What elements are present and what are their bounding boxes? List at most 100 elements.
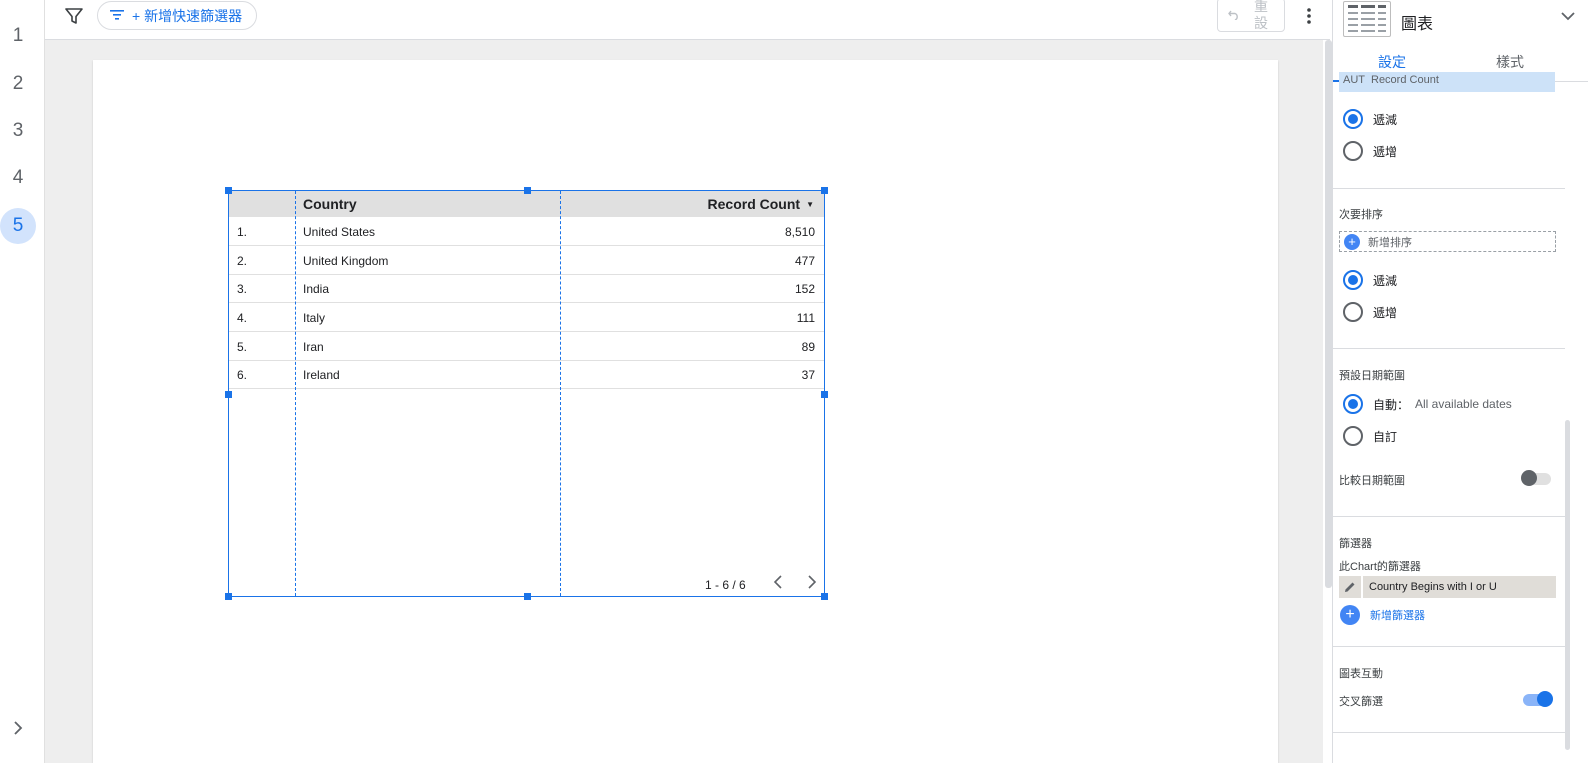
add-quick-filter-button[interactable]: + 新增快速篩選器 — [97, 1, 258, 30]
edit-icon[interactable] — [1339, 576, 1363, 598]
compare-date-range-label: 比較日期範圍 — [1339, 475, 1405, 487]
filters-label: 篩選器 — [1339, 538, 1372, 550]
table-pagination: 1 - 6 / 6 — [705, 575, 824, 594]
sort-metric-chip[interactable]: AUT Record Count — [1339, 72, 1555, 92]
chevron-down-icon[interactable] — [1561, 8, 1575, 26]
chart-filter-chip[interactable]: Country Begins with I or U — [1339, 576, 1556, 598]
section-divider — [1333, 348, 1565, 349]
metric-aggregation: AUT — [1343, 74, 1365, 86]
tab-style[interactable]: 樣式 — [1496, 54, 1524, 70]
chart-interaction-label: 圖表互動 — [1339, 668, 1383, 680]
date-range-custom-label: 自訂 — [1373, 429, 1398, 444]
table-row: 3. India 152 — [229, 274, 824, 303]
add-icon: + — [1344, 233, 1360, 250]
row-record-count: 37 — [801, 368, 815, 382]
filter-icon[interactable] — [62, 4, 86, 28]
table-row: 5. Iran 89 — [229, 332, 824, 361]
table-row: 6. Ireland 37 — [229, 360, 824, 389]
resize-handle[interactable] — [821, 391, 828, 398]
reset-button[interactable]: 重設 — [1217, 0, 1285, 32]
row-country: India — [303, 282, 330, 296]
resize-handle[interactable] — [225, 391, 232, 398]
report-toolbar: + 新增快速篩選器 重設 — [45, 0, 1330, 40]
compare-date-range-toggle[interactable] — [1521, 470, 1551, 486]
table-chart[interactable]: Country Record Count ▼ 1. United States … — [225, 187, 828, 600]
add-filter-button[interactable]: + 新增篩選器 — [1339, 604, 1425, 626]
resize-handle[interactable] — [225, 187, 232, 194]
resize-handle[interactable] — [524, 187, 531, 194]
table-chart-icon — [1343, 1, 1391, 37]
add-sort-button[interactable]: + 新增排序 — [1339, 231, 1556, 252]
page-3-button[interactable]: 3 — [12, 120, 24, 141]
row-record-count: 477 — [794, 254, 815, 268]
date-range-auto-option[interactable]: 自動： All available dates — [1343, 392, 1512, 416]
sort-ascending-option[interactable]: 遞增 — [1343, 139, 1397, 163]
panel-scrollbar[interactable] — [1565, 420, 1570, 750]
row-country: United Kingdom — [303, 254, 389, 268]
table-row: 2. United Kingdom 477 — [229, 246, 824, 275]
row-index: 3. — [237, 282, 248, 296]
section-divider — [1333, 516, 1565, 517]
chart-type-title: 圖表 — [1401, 16, 1434, 33]
sort-descending-icon: ▼ — [806, 199, 814, 209]
resize-handle[interactable] — [524, 593, 531, 600]
section-divider — [1333, 646, 1565, 647]
resize-handle[interactable] — [821, 593, 828, 600]
resize-handle[interactable] — [821, 187, 828, 194]
row-country: Italy — [303, 311, 326, 325]
chevron-right-icon[interactable] — [800, 575, 824, 594]
secondary-sort-label: 次要排序 — [1339, 209, 1383, 221]
row-index: 5. — [237, 340, 248, 354]
row-country: United States — [303, 225, 376, 239]
radio-selected-icon — [1343, 109, 1363, 129]
metric-name: Record Count — [1371, 74, 1439, 86]
sort-descending-label: 遞減 — [1373, 112, 1398, 127]
sort-ascending-label: 遞增 — [1373, 144, 1398, 159]
chart-filter-name: Country Begins with I or U — [1369, 581, 1497, 593]
row-country: Iran — [303, 340, 324, 354]
row-record-count: 111 — [796, 311, 815, 325]
table-header-row: Country Record Count ▼ — [229, 191, 824, 217]
radio-selected-icon — [1343, 270, 1363, 290]
secondary-sort-ascending-label: 遞增 — [1373, 305, 1398, 320]
radio-unselected-icon — [1343, 141, 1363, 161]
secondary-sort-descending-option[interactable]: 遞減 — [1343, 268, 1397, 292]
radio-unselected-icon — [1343, 302, 1363, 322]
cross-filter-toggle[interactable] — [1523, 691, 1553, 707]
add-icon: + — [1340, 605, 1360, 625]
column-divider[interactable] — [560, 191, 561, 596]
table-row: 1. United States 8,510 — [229, 217, 824, 246]
more-vert-icon[interactable] — [1297, 4, 1321, 28]
undo-icon — [1228, 7, 1240, 23]
cross-filter-label: 交叉篩選 — [1339, 696, 1383, 708]
radio-selected-icon — [1343, 394, 1363, 414]
toggle-knob — [1521, 470, 1537, 486]
chart-filters-label: 此Chart的篩選器 — [1339, 561, 1421, 573]
secondary-sort-ascending-option[interactable]: 遞增 — [1343, 300, 1397, 324]
properties-panel: 圖表 設定 樣式 AUT Record Count 遞減 遞增 次要排序 + 新… — [1332, 0, 1588, 763]
chart-type-selector[interactable]: 圖表 — [1333, 0, 1588, 42]
row-index: 2. — [237, 254, 248, 268]
row-country: Ireland — [303, 368, 340, 382]
canvas-scrollbar[interactable] — [1325, 40, 1332, 588]
row-record-count: 8,510 — [784, 225, 815, 239]
page-5-button[interactable]: 5 — [0, 208, 36, 244]
column-header-country[interactable]: Country — [303, 196, 357, 212]
row-index: 1. — [237, 225, 248, 239]
date-range-custom-option[interactable]: 自訂 — [1343, 424, 1397, 448]
date-range-auto-value: All available dates — [1415, 397, 1512, 411]
page-4-button[interactable]: 4 — [12, 167, 24, 188]
row-record-count: 152 — [794, 282, 815, 296]
page-2-button[interactable]: 2 — [12, 73, 24, 94]
filter-list-icon — [110, 8, 124, 24]
chevron-right-icon[interactable] — [6, 716, 30, 740]
column-header-record-count[interactable]: Record Count ▼ — [708, 196, 814, 212]
chevron-left-icon[interactable] — [766, 575, 790, 594]
section-divider — [1333, 732, 1565, 733]
page-1-button[interactable]: 1 — [12, 25, 24, 46]
column-divider[interactable] — [295, 191, 296, 596]
date-range-auto-label: 自動： — [1373, 397, 1410, 412]
sort-descending-option[interactable]: 遞減 — [1343, 107, 1397, 131]
resize-handle[interactable] — [225, 593, 232, 600]
section-divider — [1333, 188, 1565, 189]
